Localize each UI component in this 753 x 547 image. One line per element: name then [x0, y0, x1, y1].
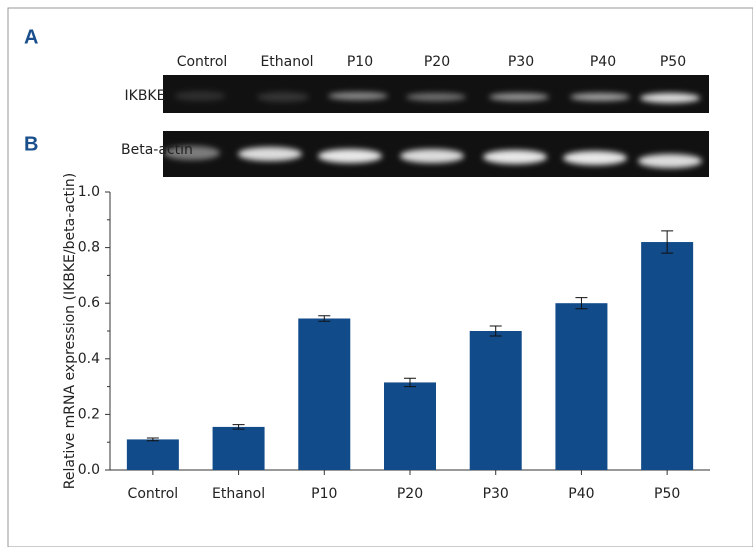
gel-row-label: Beta-actin	[121, 142, 193, 158]
gel-row-label: IKBKE	[125, 88, 166, 104]
bar	[384, 382, 436, 470]
bar	[213, 427, 265, 470]
bar	[298, 318, 350, 470]
x-tick-label: Ethanol	[212, 486, 265, 502]
bar	[470, 331, 522, 470]
y-tick-label: 0.0	[78, 462, 100, 478]
x-tick-label: P40	[568, 486, 594, 502]
bar	[555, 303, 607, 470]
y-axis-label: Relative mRNA expression (IKBKE/beta-act…	[62, 173, 78, 489]
gel-lane-label: Control	[177, 54, 228, 70]
y-tick-label: 0.4	[78, 351, 100, 367]
x-tick-label: Control	[128, 486, 179, 502]
y-tick-label: 1.0	[78, 184, 100, 200]
gel-lane-label: P50	[660, 54, 686, 70]
panel-label: A	[24, 26, 38, 48]
error-bar	[147, 438, 159, 441]
page: {"figure": {"panels": ["A", "B"], "gel":…	[0, 0, 753, 547]
bar	[127, 439, 179, 470]
x-tick-label: P50	[654, 486, 680, 502]
y-tick-label: 0.6	[78, 295, 100, 311]
y-tick-label: 0.8	[78, 240, 100, 256]
panel-label: B	[24, 133, 38, 155]
x-tick-label: P20	[397, 486, 423, 502]
gel-lane-label: P30	[508, 54, 534, 70]
y-tick-label: 0.2	[78, 406, 100, 422]
x-tick-label: P10	[311, 486, 337, 502]
gel-lane-label: P10	[347, 54, 373, 70]
gel-lane-label: P20	[424, 54, 450, 70]
x-tick-label: P30	[483, 486, 509, 502]
gel-lane-label: P40	[590, 54, 616, 70]
figure: A B IKBKE Beta-actin Relative mRNA expre…	[0, 0, 753, 547]
gel-lane-label: Ethanol	[260, 54, 313, 70]
bar	[641, 242, 693, 470]
